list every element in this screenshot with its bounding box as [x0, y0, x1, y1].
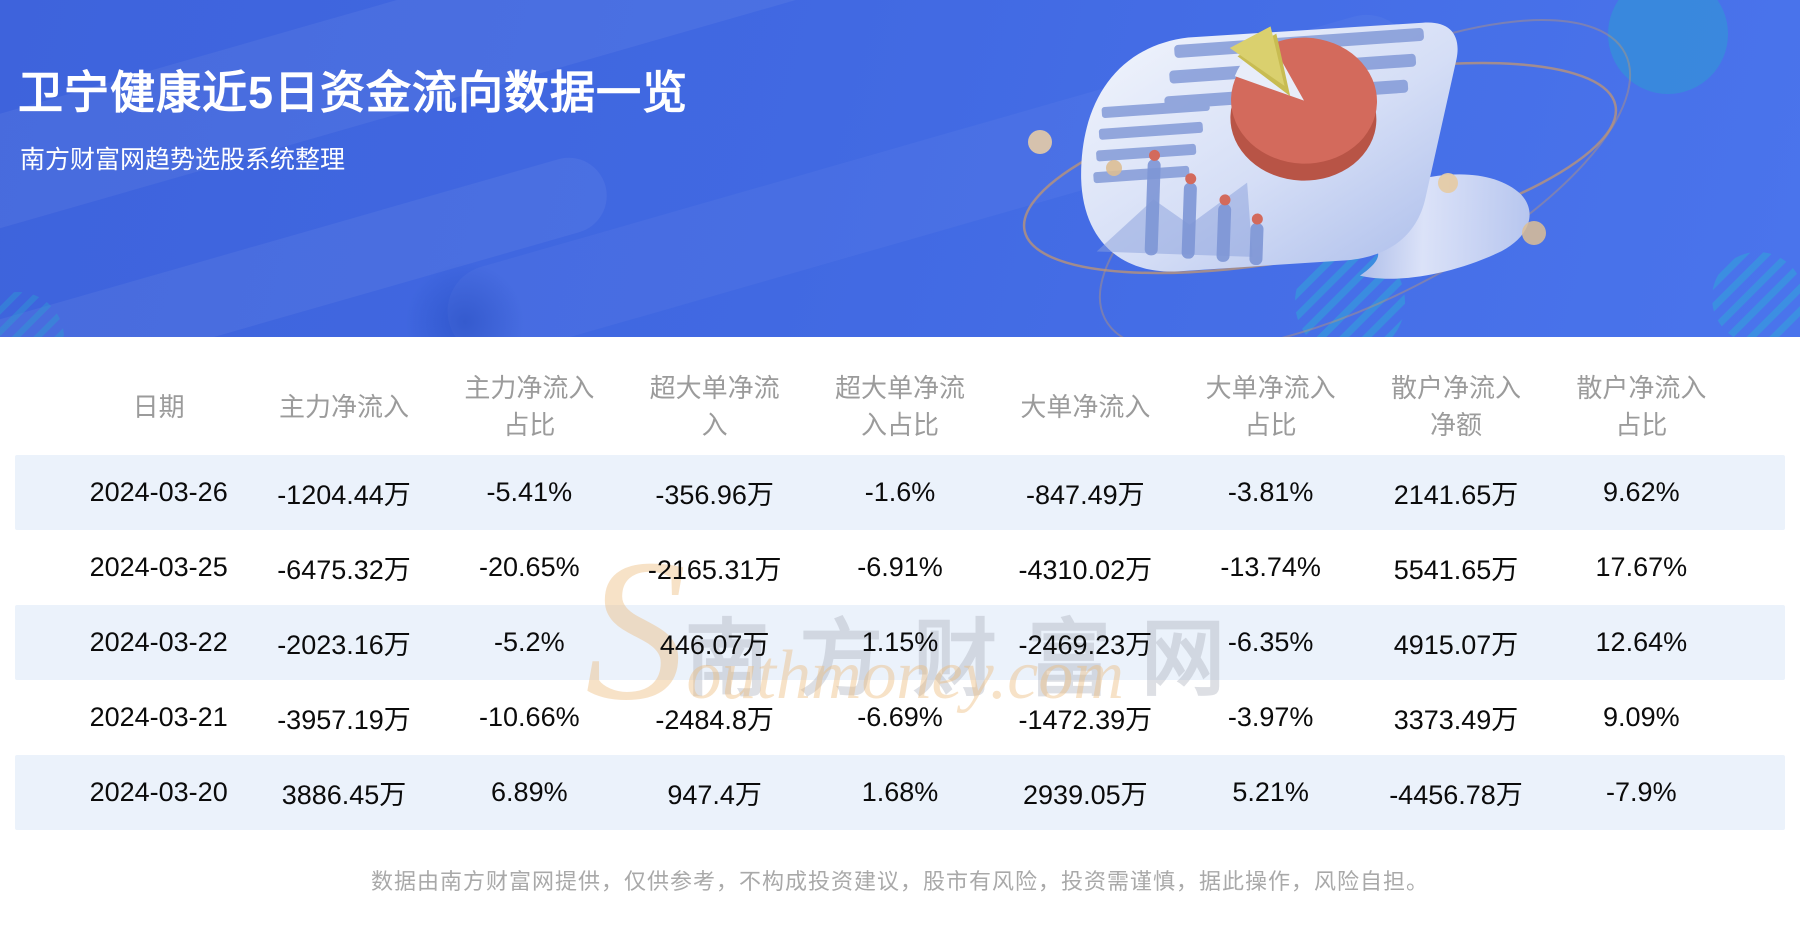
value-cell: 3373.49万 — [1393, 705, 1519, 735]
value-cell: -1204.44万 — [277, 480, 411, 510]
column-header: 散户净流入 净额 — [1363, 370, 1548, 444]
date-cell: 2024-03-22 — [89, 627, 228, 657]
fund-flow-table: 日期 主力净流入 主力净流入 占比 超大单净流 入超大单净流 入占比 大单净流入 大单净流… — [0, 337, 1800, 830]
value-cell: 3886.45万 — [281, 780, 407, 810]
value-cell: -6.91% — [857, 552, 943, 582]
value-cell: -6.69% — [857, 702, 943, 732]
table-body: 2024-03-26 -1204.44万 -5.41% -356.96万 -1.6% -8… — [0, 455, 1800, 830]
column-header: 散户净流入 占比 — [1549, 370, 1734, 444]
striped-circle-decoration — [0, 292, 64, 337]
value-cell: -3957.19万 — [277, 705, 411, 735]
paper-sheet-icon — [1081, 22, 1530, 279]
table-row: 2024-03-22 -2023.16万 -5.2% 446.07万 1.15% -246… — [0, 605, 1800, 680]
value-cell: 6.89% — [491, 777, 568, 807]
value-cell: -5.41% — [486, 477, 573, 507]
value-cell: 12.64% — [1595, 627, 1688, 657]
table-row: 2024-03-25 -6475.32万 -20.65% -2165.31万 -6.91… — [0, 530, 1800, 605]
value-cell: 1.68% — [861, 777, 939, 807]
page-subtitle: 南方财富网趋势选股系统整理 — [20, 146, 346, 174]
value-cell: -2484.8万 — [655, 705, 774, 735]
value-cell: -2165.31万 — [647, 555, 782, 585]
value-cell: -5.2% — [494, 627, 565, 657]
value-cell: -356.96万 — [655, 480, 774, 510]
value-cell: -1.6% — [864, 477, 936, 507]
banner: 卫宁健康近5日资金流向数据一览 南方财富网趋势选股系统整理 — [0, 0, 1800, 337]
column-header-label: 超大单净流 入占比 — [834, 373, 965, 440]
table-header-row: 日期 主力净流入 主力净流入 占比 超大单净流 入超大单净流 入占比 大单净流入 大单净流… — [0, 359, 1800, 455]
value-cell: -7.9% — [1606, 777, 1677, 807]
value-cell: -3.97% — [1227, 702, 1314, 732]
column-header: 超大单净流 入占比 — [807, 370, 992, 444]
table-row: 2024-03-21 -3957.19万 -10.66% -2484.8万 -6.69%… — [0, 680, 1800, 755]
column-header-label: 主力净流入 占比 — [464, 373, 595, 440]
column-header-label: 超大单净流 入 — [649, 373, 780, 440]
value-cell: -3.81% — [1227, 477, 1314, 507]
value-cell: 9.62% — [1603, 477, 1680, 507]
page-title: 卫宁健康近5日资金流向数据一览 — [18, 67, 689, 118]
table-row: 2024-03-20 3886.45万 6.89% 947.4万 1.68% 2939.0… — [0, 755, 1800, 830]
column-header-label: 大单净流入 — [1020, 391, 1151, 422]
column-header: 大单净流入 — [993, 389, 1178, 426]
value-cell: 1.15% — [861, 627, 939, 657]
value-cell: -13.74% — [1220, 552, 1321, 582]
teal-blob-decoration — [1608, 0, 1728, 94]
column-header: 超大单净流 入 — [622, 370, 807, 444]
value-cell: -1472.39万 — [1018, 705, 1153, 735]
value-cell: -4456.78万 — [1389, 780, 1523, 810]
value-cell: 2939.05万 — [1023, 780, 1148, 810]
column-header: 日期 — [66, 389, 251, 426]
column-header-label: 主力净流入 — [278, 391, 409, 422]
value-cell: 5.21% — [1232, 777, 1309, 807]
value-cell: 9.09% — [1603, 702, 1680, 732]
value-cell: 2141.65万 — [1393, 480, 1519, 510]
pie-chart-icon — [1229, 26, 1378, 181]
orbit-sphere-decoration — [1028, 130, 1546, 245]
column-header-label: 大单净流入 占比 — [1205, 373, 1336, 440]
table-row: 2024-03-26 -1204.44万 -5.41% -356.96万 -1.6% -8… — [0, 455, 1800, 530]
column-header-label: 散户净流入 占比 — [1576, 373, 1707, 440]
value-cell: -847.49万 — [1026, 480, 1145, 510]
value-cell: -4310.02万 — [1018, 555, 1153, 585]
bar-chart-icon — [1096, 149, 1264, 266]
value-cell: -6.35% — [1227, 627, 1314, 657]
striped-circle-decoration — [1712, 252, 1800, 337]
value-cell: -2023.16万 — [277, 630, 411, 660]
date-cell: 2024-03-26 — [89, 477, 228, 507]
value-cell: 446.07万 — [659, 630, 770, 660]
date-cell: 2024-03-21 — [89, 702, 228, 732]
column-header: 主力净流入 占比 — [437, 370, 622, 444]
value-cell: 17.67% — [1595, 552, 1688, 582]
column-header-label: 散户净流入 净额 — [1390, 373, 1521, 440]
value-cell: -20.65% — [479, 552, 580, 582]
column-header: 大单净流入 占比 — [1178, 370, 1363, 444]
value-cell: -10.66% — [479, 702, 580, 732]
value-cell: 4915.07万 — [1393, 630, 1519, 660]
date-cell: 2024-03-20 — [89, 777, 228, 807]
value-cell: -2469.23万 — [1018, 630, 1153, 660]
disclaimer-text: 数据由南方财富网提供，仅供参考，不构成投资建议，股市有风险，投资需谨慎，据此操作… — [370, 869, 1429, 894]
value-cell: 5541.65万 — [1393, 555, 1519, 585]
value-cell: 947.4万 — [667, 780, 762, 810]
date-cell: 2024-03-25 — [89, 552, 228, 582]
column-header-label: 日期 — [132, 391, 185, 422]
document-chart-illustration — [1022, 0, 1800, 337]
value-cell: -6475.32万 — [277, 555, 411, 585]
column-header: 主力净流入 — [251, 389, 436, 426]
